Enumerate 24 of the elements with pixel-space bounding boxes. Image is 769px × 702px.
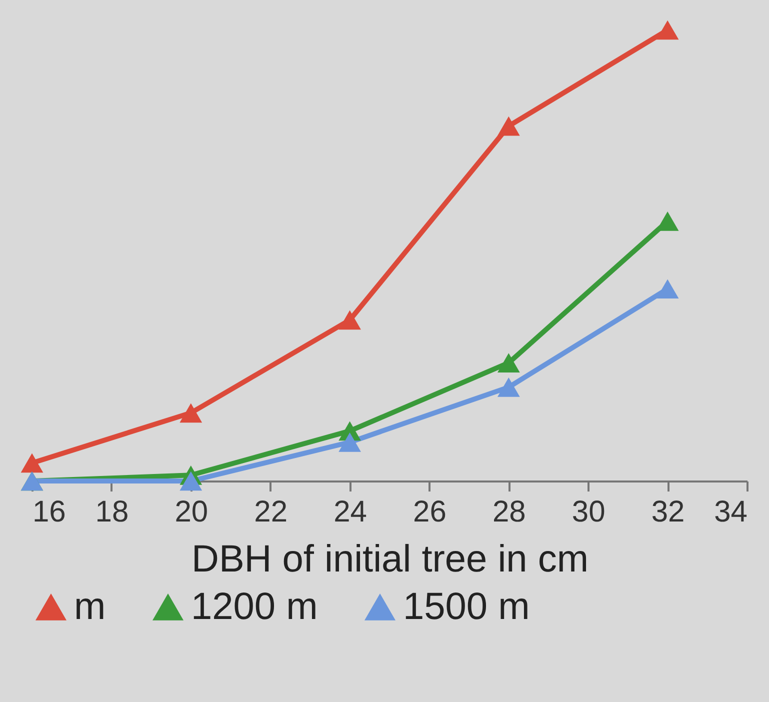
point xyxy=(338,310,361,330)
point xyxy=(180,471,202,491)
x-tick-label: 28 xyxy=(492,496,526,528)
point xyxy=(180,403,202,423)
x-tick-label: 30 xyxy=(572,496,606,528)
x-tick-label: 18 xyxy=(95,496,129,528)
legend-label: m xyxy=(74,586,106,628)
point xyxy=(656,20,679,40)
point xyxy=(656,279,679,299)
x-tick-label: 24 xyxy=(334,496,367,528)
x-axis-title: DBH of initial tree in cm xyxy=(191,538,589,580)
x-tick-label: 32 xyxy=(651,496,685,528)
x-tick-label: 20 xyxy=(174,496,208,528)
legend-label: 1200 m xyxy=(191,586,318,628)
x-tick-label: 26 xyxy=(413,496,446,528)
x-tick-label: 22 xyxy=(254,496,288,528)
point xyxy=(497,353,520,373)
legend-label: 1500 m xyxy=(403,586,530,628)
point xyxy=(20,453,44,473)
x-tick-label: 16 xyxy=(32,496,66,528)
x-tick-label: 34 xyxy=(714,496,748,528)
point xyxy=(338,432,361,452)
point xyxy=(497,378,520,397)
point xyxy=(497,116,520,136)
